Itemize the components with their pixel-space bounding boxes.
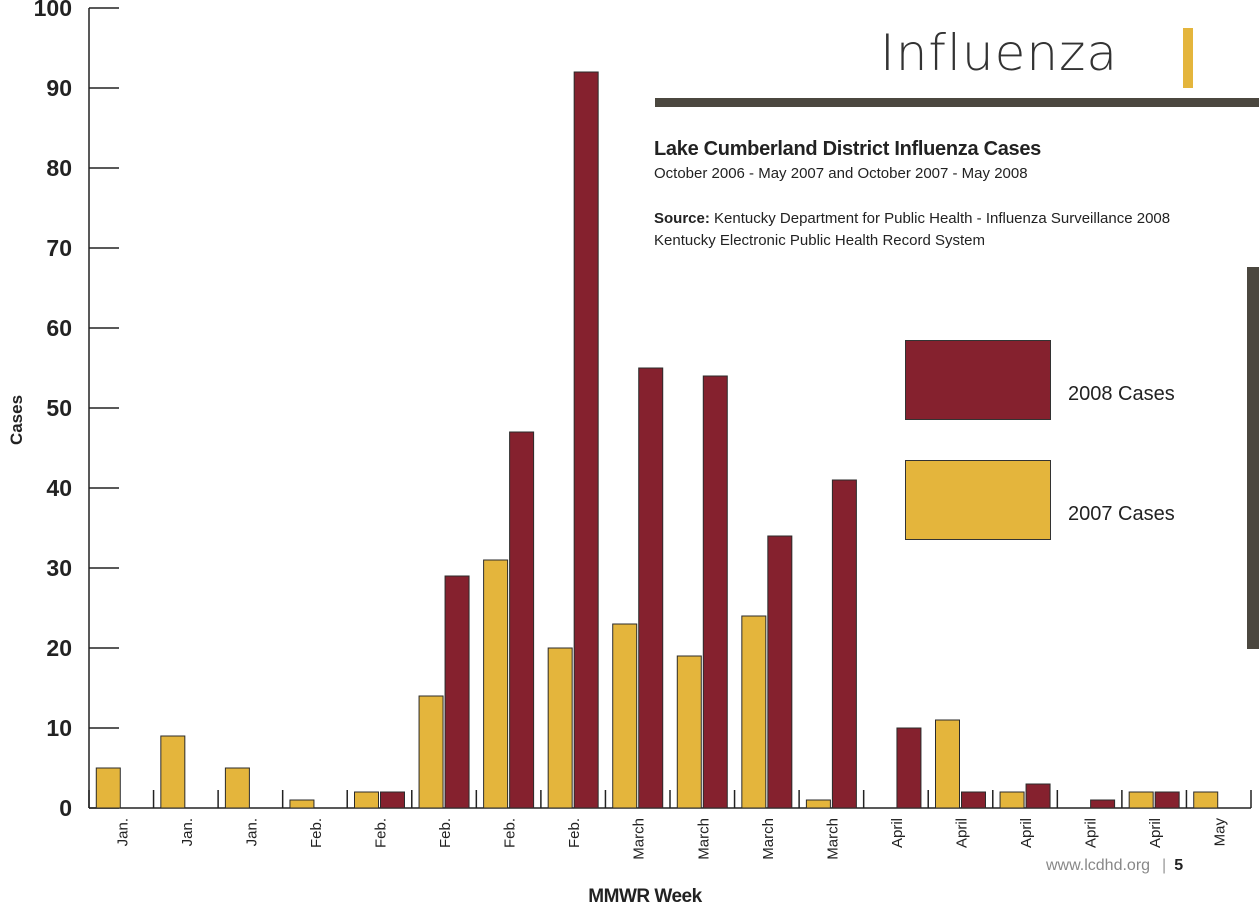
- x-tick-label: April: [889, 818, 906, 848]
- bar-2007: [1128, 791, 1154, 809]
- bar-2008: [444, 575, 470, 809]
- bar-2008: [961, 791, 986, 809]
- x-tick-label: March: [760, 818, 777, 860]
- y-axis: 0 10 20 30 40 50 60 70 80 90 100: [34, 0, 119, 821]
- bar-2008: [1025, 783, 1051, 809]
- x-tick-label: Feb.: [373, 818, 390, 848]
- section-title: Influenza: [880, 24, 1118, 82]
- y-tick-label: 30: [46, 555, 72, 581]
- x-tick-label: March: [631, 818, 648, 860]
- y-tick-label: 80: [46, 155, 72, 181]
- bar-2008: [509, 431, 535, 809]
- bar-2007: [289, 799, 315, 809]
- bar-2008: [767, 535, 793, 809]
- chart-title: Lake Cumberland District Influenza Cases: [654, 138, 1042, 160]
- x-tick-label: April: [1083, 818, 1100, 848]
- bar-2008: [1090, 799, 1116, 809]
- bar-2007: [612, 623, 638, 809]
- y-tick-label: 40: [46, 475, 72, 501]
- bar-2008: [702, 375, 728, 809]
- x-tick-label: March: [695, 818, 712, 860]
- bar-2008: [831, 479, 857, 809]
- x-tick-label: Jan.: [179, 818, 196, 846]
- x-tick-label: May: [1212, 818, 1229, 847]
- bar-2007: [354, 791, 379, 809]
- x-tick-label: Feb.: [437, 818, 454, 848]
- bar-2008: [573, 71, 599, 809]
- legend-label-2008: 2008 Cases: [1068, 383, 1175, 405]
- y-tick-label: 100: [34, 0, 72, 21]
- title-accent-bar: [1183, 28, 1193, 88]
- bar-2007: [1193, 791, 1219, 809]
- source-label: Source:: [654, 210, 710, 227]
- y-tick-label: 20: [46, 635, 72, 661]
- x-tick-label: Jan.: [114, 818, 131, 846]
- bar-2008: [380, 791, 405, 809]
- y-axis-title: Cases: [7, 395, 26, 445]
- x-tick-label: April: [1018, 818, 1035, 848]
- bars-group: [95, 71, 1219, 809]
- footer: www.lcdhd.org | 5: [1046, 857, 1183, 875]
- chart-source: Source: Kentucky Department for Public H…: [654, 208, 1254, 252]
- source-line-1: Kentucky Department for Public Health - …: [714, 210, 1171, 227]
- bar-2008: [1154, 791, 1180, 809]
- legend-swatch-2008: [905, 340, 1051, 420]
- y-tick-label: 10: [46, 715, 72, 741]
- y-tick-label: 50: [46, 395, 72, 421]
- bar-2008: [896, 727, 922, 809]
- bar-2007: [999, 791, 1025, 809]
- x-tick-label: Feb.: [502, 818, 519, 848]
- bar-2007: [95, 767, 121, 809]
- footer-separator: |: [1162, 857, 1167, 874]
- bar-2007: [547, 647, 573, 809]
- x-axis-title: MMWR Week: [588, 886, 702, 907]
- chart-subtitle: October 2006 - May 2007 and October 2007…: [654, 165, 1028, 182]
- footer-url: www.lcdhd.org: [1046, 857, 1151, 874]
- bar-2007: [935, 719, 960, 809]
- bar-2007: [418, 695, 444, 809]
- x-tick-label: April: [954, 818, 971, 848]
- bar-2007: [676, 655, 702, 809]
- bar-2007: [741, 615, 767, 809]
- legend-label-2007: 2007 Cases: [1068, 503, 1175, 525]
- y-tick-label: 90: [46, 75, 72, 101]
- x-tick-labels: Jan. Jan. Jan. Feb. Feb. Feb. Feb. Feb. March Mar…: [114, 818, 1228, 860]
- chart-info: Lake Cumberland District Influenza Cases…: [654, 138, 1254, 252]
- title-divider: [655, 98, 1259, 107]
- bar-2007: [224, 767, 250, 809]
- x-tick-label: Feb.: [308, 818, 325, 848]
- page-number: 5: [1174, 857, 1184, 874]
- y-tick-label: 0: [59, 795, 72, 821]
- x-tick-label: Feb.: [566, 818, 583, 848]
- bar-2007: [483, 559, 509, 809]
- x-tick-label: March: [824, 818, 841, 860]
- bar-2008: [638, 367, 664, 809]
- source-line-2: Kentucky Electronic Public Health Record…: [654, 231, 985, 249]
- side-decoration-bar: [1247, 267, 1259, 649]
- bar-2007: [805, 799, 831, 809]
- y-tick-label: 70: [46, 235, 72, 261]
- y-tick-label: 60: [46, 315, 72, 341]
- x-tick-label: April: [1147, 818, 1164, 848]
- legend-swatch-2007: [905, 460, 1051, 540]
- bar-2007: [160, 735, 186, 809]
- x-axis: [88, 790, 1252, 809]
- x-tick-label: Jan.: [243, 818, 260, 846]
